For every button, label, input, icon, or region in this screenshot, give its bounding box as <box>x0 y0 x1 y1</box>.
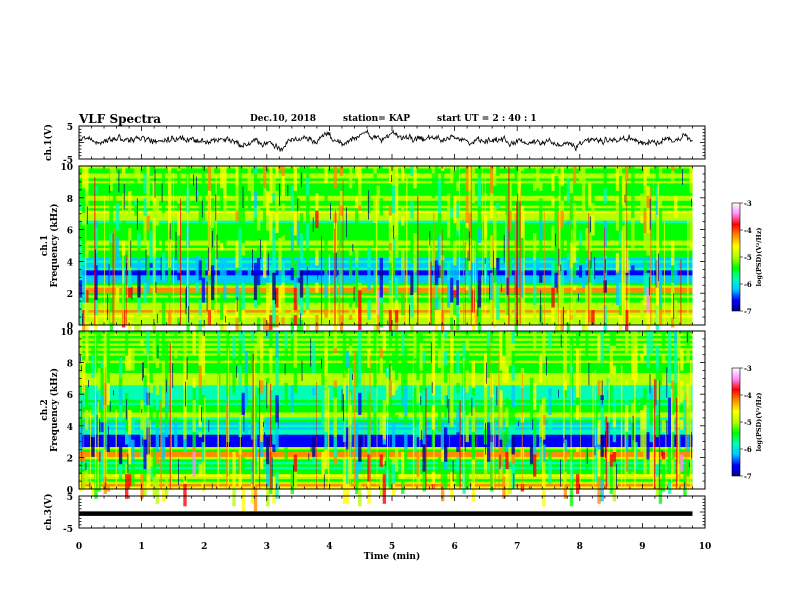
ch2-spectrogram-ytick-10: 10 <box>60 328 73 338</box>
colorbars: -3 -4 -5 -6 -7 log(PSD)(V²/Hz) -3 -4 -5 -6 -7 log(P… <box>731 199 763 481</box>
ch1-spectrogram-ytick-8: 8 <box>67 195 73 205</box>
date-label: Dec.10, 2018 <box>250 114 316 124</box>
x-axis-label: Time (min) <box>364 551 421 562</box>
ch2-spectrogram-colorbar-tick--6: -6 <box>744 445 752 454</box>
ch3-waveform-ytick-top: 5 <box>67 493 73 503</box>
ch2-spectrogram-colorbar-label: log(PSD)(V²/Hz) <box>755 393 763 452</box>
x-tick-label-10: 10 <box>699 542 712 552</box>
ch2-spectrogram-ylabel-channel: ch.2 <box>40 399 50 420</box>
x-tick-label-9: 9 <box>639 542 645 552</box>
ch1-spectrogram-colorbar <box>731 202 741 312</box>
x-tick-label-2: 2 <box>201 542 207 552</box>
ch1-spectrogram-colorbar-tick--3: -3 <box>744 199 752 208</box>
ch1-spectrogram-ytick-6: 6 <box>67 227 73 237</box>
station-label: station= KAP <box>343 114 411 124</box>
ch1-spectrogram-colorbar-tick--5: -5 <box>744 253 752 262</box>
ch1-waveform-line <box>78 128 693 153</box>
ch1-spectrogram-ylabel-channel: ch.1 <box>40 235 50 256</box>
ch1-waveform-ylabel: ch.1(V) <box>43 124 54 161</box>
ch1-spectrogram-ytick-4: 4 <box>67 258 73 268</box>
ch1-spectrogram-colorbar-tick--7: -7 <box>744 307 752 316</box>
ch1-waveform-ytick-bottom: -5 <box>63 156 73 166</box>
x-tick-label-7: 7 <box>514 542 520 552</box>
x-tick-label-4: 4 <box>326 542 332 552</box>
ch1-waveform-ytick-top: 5 <box>67 123 73 133</box>
ch2-spectrogram-ytick-2: 2 <box>67 454 73 464</box>
ch2-spectrogram-ylabel-frequency: Frequency (kHz) <box>49 368 60 452</box>
ch1-spectrogram-ylabel-frequency: Frequency (kHz) <box>49 203 60 287</box>
x-tick-label-8: 8 <box>577 542 583 552</box>
ch2-spectrogram-colorbar-tick--7: -7 <box>744 472 752 481</box>
ch3-waveform-ytick-bottom: -5 <box>63 525 73 535</box>
ch1-spectrogram-ytick-0: 0 <box>67 322 73 332</box>
ch2-spectrogram-ytick-6: 6 <box>67 391 73 401</box>
ch3-waveform-ylabel: ch.3(V) <box>43 494 54 531</box>
ch1-spectrogram-panel <box>78 166 693 350</box>
x-tick-label-5: 5 <box>389 542 395 552</box>
ch2-spectrogram-ytick-4: 4 <box>67 423 73 433</box>
ch2-spectrogram-ytick-8: 8 <box>67 360 73 370</box>
ch1-spectrogram-ytick-2: 2 <box>67 290 73 300</box>
ch1-waveform-panel <box>78 128 693 153</box>
start-time-label: start UT = 2 : 40 : 1 <box>437 114 537 124</box>
ch2-spectrogram-colorbar-tick--5: -5 <box>744 418 752 427</box>
ch1-spectrogram-colorbar-label: log(PSD)(V²/Hz) <box>755 228 763 287</box>
ch2-spectrogram-colorbar-tick--3: -3 <box>744 364 752 373</box>
ch2-spectrogram-colorbar <box>731 367 741 477</box>
ch1-spectrogram-ytick-10: 10 <box>60 163 73 173</box>
ch2-spectrogram-panel <box>79 331 693 512</box>
ch1-spectrogram-colorbar-tick--6: -6 <box>744 280 752 289</box>
x-tick-label-3: 3 <box>264 542 270 552</box>
chart-title: VLF Spectra <box>79 112 162 126</box>
x-tick-label-0: 0 <box>76 542 82 552</box>
x-tick-label-6: 6 <box>451 542 457 552</box>
x-tick-label-1: 1 <box>138 542 144 552</box>
ch1-spectrogram-colorbar-tick--4: -4 <box>744 226 752 235</box>
ch2-spectrogram-colorbar-tick--4: -4 <box>744 391 752 400</box>
ch2-spectrogram-ytick-0: 0 <box>67 486 73 496</box>
